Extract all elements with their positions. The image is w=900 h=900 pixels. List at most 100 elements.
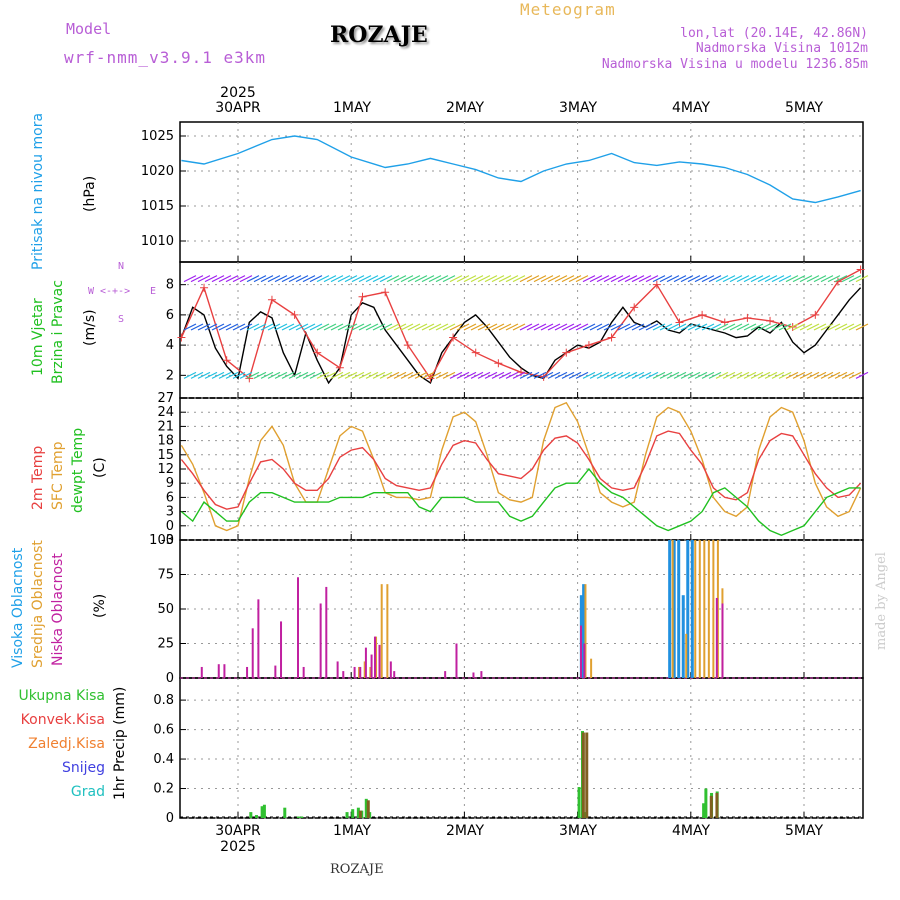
cloud-bar xyxy=(257,599,260,678)
cloud-bar xyxy=(378,644,381,678)
wind-barb xyxy=(617,275,631,283)
wind-barb xyxy=(617,371,631,379)
wind-barb xyxy=(708,275,722,283)
wind-barb xyxy=(603,275,617,283)
wind-barb xyxy=(365,371,379,379)
temp-2m-line xyxy=(180,430,862,510)
wind-barb xyxy=(498,275,512,283)
wind-barb xyxy=(456,323,470,331)
wind-barb xyxy=(197,275,211,283)
cloud-bar xyxy=(715,597,718,678)
bottom-date-3: 3MAY xyxy=(558,823,598,839)
wind-barb xyxy=(526,371,540,379)
wind-barb xyxy=(715,323,729,331)
wind-barb xyxy=(372,371,386,379)
wind-barb xyxy=(281,371,295,379)
wind-barb xyxy=(687,323,701,331)
wind-barb xyxy=(358,323,372,331)
wind-barb xyxy=(624,275,638,283)
cloud-bar xyxy=(677,540,681,678)
precip-bar xyxy=(585,732,589,818)
wind-barb xyxy=(729,371,743,379)
precip-bar xyxy=(577,787,581,818)
cloud-bar xyxy=(364,647,367,678)
cloud-bar xyxy=(480,671,483,678)
cloud-bar xyxy=(455,643,458,678)
wind-barb xyxy=(526,275,540,283)
wind-barb xyxy=(246,323,260,331)
wind-barb xyxy=(848,275,862,283)
cloud-bar xyxy=(342,671,345,678)
wind-barb xyxy=(267,371,281,379)
bottom-date-1: 1MAY xyxy=(332,823,372,839)
wind-barb xyxy=(540,371,554,379)
wind-barb xyxy=(736,275,750,283)
wind-barb xyxy=(246,275,260,283)
wind-barb xyxy=(666,371,680,379)
compass-south: S xyxy=(118,314,125,325)
wind-gust-marker xyxy=(743,313,752,322)
wind-barb xyxy=(743,323,757,331)
wind-barb xyxy=(722,275,736,283)
wind-barb xyxy=(736,371,750,379)
precip-bar xyxy=(581,732,585,818)
cloud-bar xyxy=(668,540,672,678)
precip-label-hail: Grad xyxy=(70,784,105,800)
wind-barb xyxy=(701,323,715,331)
bottom-date-2: 2MAY xyxy=(445,823,485,839)
wind-barb xyxy=(344,371,358,379)
wind-barb xyxy=(309,275,323,283)
wind-barb xyxy=(813,323,827,331)
wind-barb xyxy=(204,275,218,283)
wind-gust-marker xyxy=(358,292,367,301)
wind-barb xyxy=(253,371,267,379)
wind-barb xyxy=(302,371,316,379)
wind-gust-marker xyxy=(426,374,435,383)
wind-barb xyxy=(799,371,813,379)
y-tick-label: 6 xyxy=(166,308,174,323)
wind-barb xyxy=(456,275,470,283)
cloud-bar xyxy=(590,658,593,678)
precip-bar xyxy=(715,791,719,818)
wind-barb xyxy=(484,323,498,331)
wind-gust-marker xyxy=(200,283,209,292)
wind-label-2: Brzina i Pravac xyxy=(50,280,66,384)
wind-gust-marker xyxy=(698,310,707,319)
wind-barb xyxy=(309,323,323,331)
page-title: ROZAJE xyxy=(330,22,428,48)
wind-barb xyxy=(652,275,666,283)
wind-gust-marker xyxy=(494,359,503,368)
panel-frame xyxy=(179,539,864,679)
wind-barb xyxy=(484,371,498,379)
y-tick-label: 1025 xyxy=(141,129,174,144)
wind-barb xyxy=(806,323,820,331)
wind-barb xyxy=(449,371,463,379)
wind-barb xyxy=(351,371,365,379)
wind-barb xyxy=(568,275,582,283)
wind-barb xyxy=(386,371,400,379)
sfc-temp-line xyxy=(180,401,862,532)
y-tick-label: 12 xyxy=(157,462,174,477)
wind-barb xyxy=(288,275,302,283)
wind-barb xyxy=(365,323,379,331)
wind-barb xyxy=(547,275,561,283)
wind-barb xyxy=(582,275,596,283)
wind-barb xyxy=(323,275,337,283)
wind-gust-marker xyxy=(313,348,322,357)
temp-2m-label: 2m Temp xyxy=(30,445,46,510)
wind-barb xyxy=(323,371,337,379)
wind-barb xyxy=(260,275,274,283)
wind-barb xyxy=(295,275,309,283)
wind-gust-marker xyxy=(630,303,639,312)
pressure-label: Pritisak na nivou mora xyxy=(30,112,46,270)
wind-barb xyxy=(638,323,652,331)
wind-barb xyxy=(743,371,757,379)
wind-barb xyxy=(631,371,645,379)
wind-barb xyxy=(715,275,729,283)
footer-location: ROZAJE xyxy=(330,862,384,877)
wind-barb xyxy=(841,371,855,379)
wind-barb xyxy=(239,371,253,379)
wind-barb xyxy=(673,371,687,379)
cloud-bar xyxy=(681,595,685,678)
